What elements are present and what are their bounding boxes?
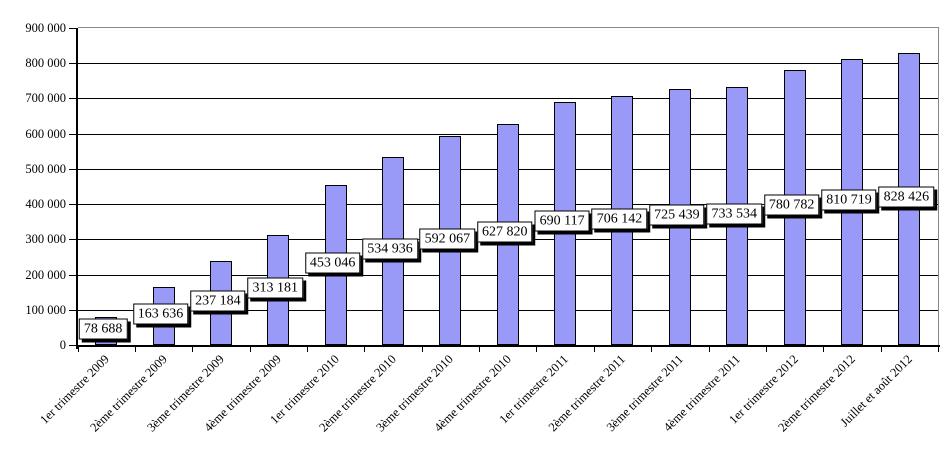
bar-value-label: 78 688: [78, 318, 128, 340]
x-axis-tick: [593, 347, 595, 352]
x-axis-tick: [249, 347, 251, 352]
bar-value-label: 163 636: [132, 303, 189, 325]
bar-value-label: 725 439: [649, 204, 705, 226]
x-axis-tick: [192, 347, 194, 352]
bar-value-label: 592 067: [419, 228, 476, 250]
bar-value-label: 810 719: [821, 189, 877, 211]
y-axis-tick: [68, 133, 76, 135]
y-axis-tick: [68, 239, 76, 241]
bar-value-label: 690 117: [534, 210, 590, 232]
y-axis-line: [75, 28, 78, 349]
y-axis-tick: [68, 309, 76, 311]
x-axis-tick: [306, 347, 308, 352]
y-tick-label: 200 000: [25, 267, 66, 282]
y-axis-tick: [68, 63, 76, 65]
plot-right-border: [938, 27, 939, 346]
bar-value-label: 313 181: [247, 277, 304, 299]
x-axis-tick: [823, 347, 825, 352]
x-axis-tick: [421, 347, 423, 352]
x-axis-tick: [364, 347, 366, 352]
bar-value-label: 534 936: [362, 238, 418, 260]
y-tick-label: 400 000: [25, 197, 66, 212]
bar-value-label: 733 534: [706, 203, 762, 225]
gridline: [77, 98, 938, 100]
gridline: [77, 63, 938, 65]
bar-value-label: 706 142: [591, 208, 648, 230]
bar-value-label: 453 046: [304, 252, 361, 274]
y-axis-tick: [68, 274, 76, 276]
bar-value-label: 828 426: [878, 186, 935, 208]
x-axis-tick: [479, 347, 481, 352]
y-axis-tick: [68, 98, 76, 100]
x-tick-label: 1er trimestre 2009: [37, 352, 113, 427]
x-axis-tick: [708, 347, 710, 352]
y-tick-label: 300 000: [25, 232, 66, 247]
y-tick-label: 900 000: [25, 21, 66, 35]
x-axis-tick: [938, 347, 939, 352]
y-axis-tick: [68, 168, 76, 170]
y-tick-label: 800 000: [25, 56, 66, 71]
y-axis-tick: [68, 28, 76, 29]
bar-value-label: 237 184: [190, 290, 246, 312]
bar-value-label: 627 820: [477, 221, 533, 243]
y-tick-label: 100 000: [25, 302, 66, 317]
x-axis-tick: [134, 347, 136, 352]
y-axis-tick: [68, 345, 76, 346]
bar-value-label: 780 782: [763, 194, 820, 216]
y-tick-label: 700 000: [25, 91, 66, 106]
x-axis-tick: [77, 347, 79, 352]
x-axis-line: [75, 345, 940, 347]
x-axis-tick: [536, 347, 538, 352]
x-axis-tick: [880, 347, 882, 352]
x-axis-tick: [765, 347, 767, 352]
plot-top-border: [77, 27, 939, 28]
y-tick-label: 500 000: [25, 161, 66, 176]
y-tick-label: 0: [59, 338, 66, 352]
x-axis-tick: [651, 347, 653, 352]
y-tick-label: 600 000: [25, 126, 66, 141]
y-axis-tick: [68, 204, 76, 206]
